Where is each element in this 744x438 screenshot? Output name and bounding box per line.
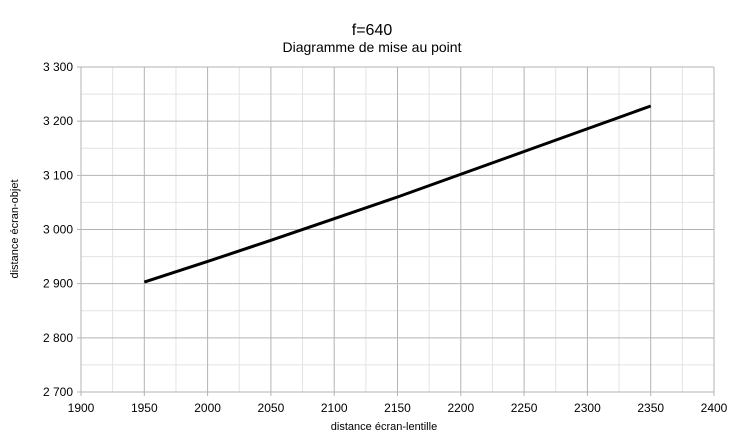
x-tick-label: 2350 [637,401,664,415]
series-line [143,104,652,284]
x-tick-label: 2150 [384,401,411,415]
x-tick-label: 1950 [131,401,158,415]
x-tick-label: 1900 [68,401,95,415]
grid [77,66,715,396]
x-tick-label: 2200 [447,401,474,415]
x-tick-label: 2400 [701,401,728,415]
x-tick-label: 2100 [321,401,348,415]
y-axis-label: distance écran-objet [9,179,21,278]
y-tick-label: 3 000 [43,223,73,237]
chart-title: f=640 [352,22,393,39]
y-tick-label: 3 100 [43,168,73,182]
x-axis-label: distance écran-lentille [331,421,437,433]
chart-subtitle: Diagramme de mise au point [283,39,462,55]
x-tick-label: 2250 [511,401,538,415]
y-tick-label: 3 300 [43,60,73,74]
y-tick-label: 3 200 [43,114,73,128]
y-tick-label: 2 900 [43,277,73,291]
x-tick-label: 2050 [258,401,285,415]
series [143,104,652,284]
tick-labels: 1900 1950 2000 2050 2100 2150 2200 2250 2300 2350… [43,60,728,415]
y-tick-label: 2 800 [43,331,73,345]
y-tick-label: 2 700 [43,385,73,399]
x-tick-label: 2000 [194,401,221,415]
x-tick-label: 2300 [574,401,601,415]
